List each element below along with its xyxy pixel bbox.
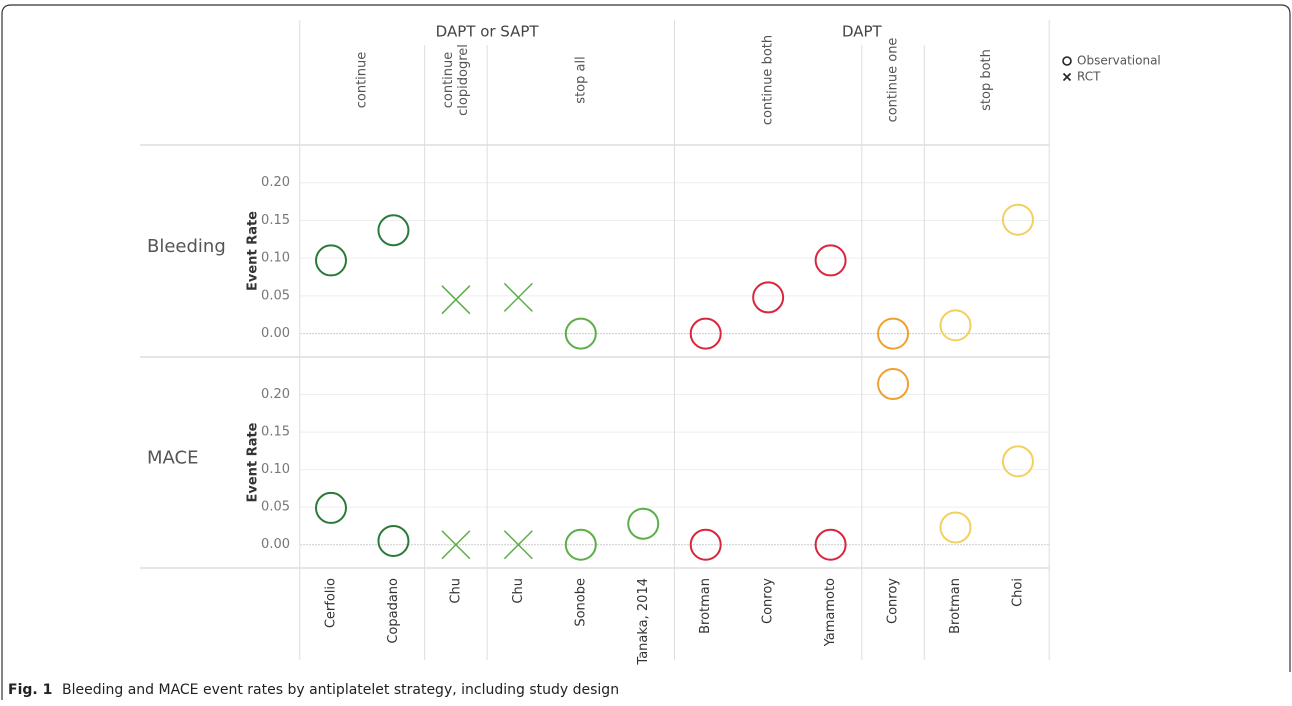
data-point xyxy=(877,368,910,401)
y-tick-label: 0.05 xyxy=(261,288,290,303)
study-label: Choi xyxy=(1010,578,1025,607)
group-label: DAPT xyxy=(842,23,883,41)
data-point xyxy=(315,244,347,277)
study-label: Copadano xyxy=(386,578,401,644)
data-point xyxy=(1001,445,1034,478)
study-label: Tanaka, 2014 xyxy=(636,578,651,666)
data-point xyxy=(564,317,597,350)
data-point xyxy=(689,317,722,350)
data-point xyxy=(441,530,471,560)
data-point xyxy=(814,528,847,561)
y-tick-label: 0.00 xyxy=(261,537,290,552)
y-tick-label: 0.00 xyxy=(261,326,290,341)
study-label: Brotman xyxy=(698,578,713,634)
y-axis-label: Event Rate xyxy=(246,422,261,502)
legend-marker xyxy=(1062,56,1072,66)
strategy-label: continue both xyxy=(761,35,776,125)
study-label: Cerfolio xyxy=(324,578,339,628)
study-label: Conroy xyxy=(761,578,776,624)
legend-label: Observational xyxy=(1077,54,1161,68)
strategy-label: stop all xyxy=(573,56,588,103)
y-tick-label: 0.20 xyxy=(261,175,290,190)
caption: Bleeding and MACE event rates by antipla… xyxy=(62,682,619,698)
y-tick-label: 0.10 xyxy=(261,251,290,266)
caption-label: Fig. 1 xyxy=(8,682,52,698)
data-point xyxy=(1001,203,1034,236)
legend-marker xyxy=(1062,72,1072,82)
y-tick-label: 0.05 xyxy=(261,500,290,515)
data-point xyxy=(503,530,533,560)
row-label: Bleeding xyxy=(147,236,226,257)
study-label: Yamamoto xyxy=(823,578,838,647)
data-point xyxy=(503,282,533,312)
y-tick-label: 0.20 xyxy=(261,387,290,402)
data-point xyxy=(441,285,471,315)
study-label: Sonobe xyxy=(573,578,588,627)
y-tick-label: 0.15 xyxy=(261,425,290,440)
data-point xyxy=(377,524,410,557)
frame xyxy=(1,4,1291,700)
data-point xyxy=(877,317,910,350)
strategy-label: continue one xyxy=(886,38,901,123)
y-tick-label: 0.10 xyxy=(261,462,290,477)
data-point xyxy=(939,309,972,342)
strategy-label: continue xyxy=(441,52,456,109)
y-tick-label: 0.15 xyxy=(261,213,290,228)
data-point xyxy=(627,507,660,540)
group-label: DAPT or SAPT xyxy=(436,23,540,41)
row-label: MACE xyxy=(147,448,198,469)
study-label: Chu xyxy=(448,578,463,604)
study-label: Chu xyxy=(511,578,526,604)
data-point xyxy=(315,491,347,524)
data-point xyxy=(689,528,722,561)
strategy-label: stop both xyxy=(979,49,994,111)
data-point xyxy=(814,244,847,277)
strategy-label: clopidogrel xyxy=(456,44,471,116)
strategy-label: continue xyxy=(355,52,370,109)
data-point xyxy=(564,528,597,561)
y-axis-label: Event Rate xyxy=(246,211,261,291)
data-point xyxy=(939,511,972,544)
data-point xyxy=(377,214,410,247)
study-label: Conroy xyxy=(886,578,901,624)
study-label: Brotman xyxy=(948,578,963,634)
data-point xyxy=(752,281,785,314)
legend-label: RCT xyxy=(1077,70,1101,84)
